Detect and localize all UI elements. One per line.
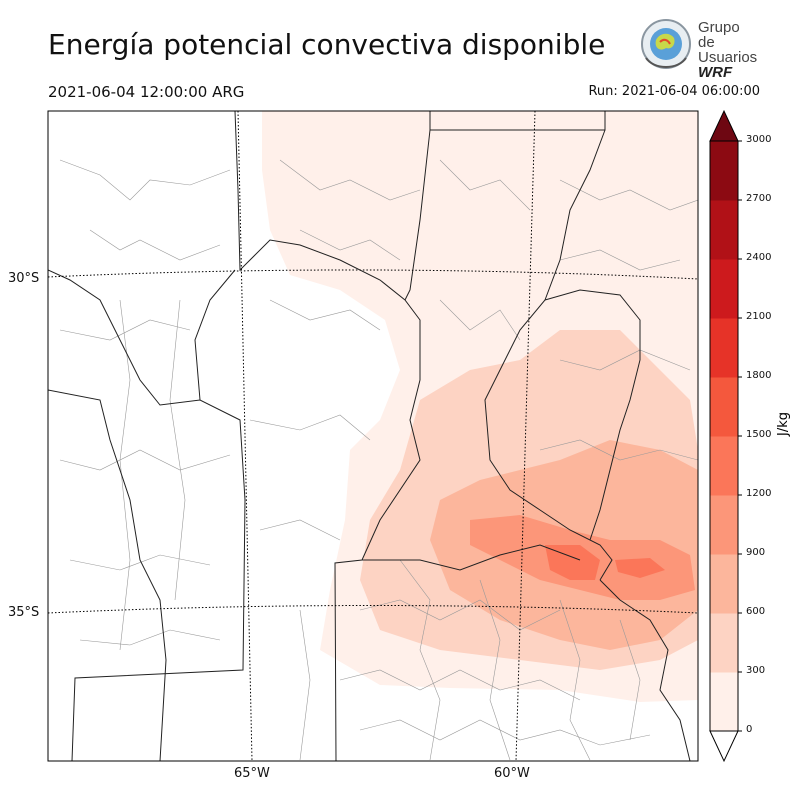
logo-line-2: Usuarios (698, 49, 758, 66)
valid-time: 2021-06-04 12:00:00 ARG (48, 83, 245, 101)
logo: Grupo de Usuarios WRF (638, 18, 758, 80)
department-lines (59, 159, 698, 761)
colorbar-extend-max (709, 109, 739, 142)
colorbar-tick-label: 300 (746, 665, 766, 676)
colorbar-segment (710, 554, 738, 614)
province-lines (48, 111, 691, 761)
colorbar-tick-label: 1200 (746, 488, 772, 499)
colorbar-tick-label: 3000 (746, 134, 772, 145)
page-title: Energía potencial convectiva disponible (48, 28, 606, 61)
colorbar-tick-label: 1800 (746, 370, 772, 381)
lat-label-35s: 35°S (8, 605, 40, 620)
colorbar-tick-label: 0 (746, 724, 753, 735)
run-time: Run: 2021-06-04 06:00:00 (588, 84, 760, 99)
colorbar-segment (710, 377, 738, 437)
colorbar-segment (710, 141, 738, 201)
colorbar-segment (710, 672, 738, 732)
lat-label-30s: 30°S (8, 271, 40, 286)
colorbar-segment (710, 200, 738, 260)
colorbar-unit-label: J/kg (776, 412, 791, 436)
globe-logo-icon (641, 19, 691, 69)
colorbar-segment (710, 436, 738, 496)
colorbar-tick-label: 1500 (746, 429, 772, 440)
colorbar (709, 109, 742, 763)
map-frame (47, 110, 699, 762)
colorbar-segment (710, 495, 738, 555)
logo-line-1: Grupo de (698, 19, 740, 51)
colorbar-segment (710, 259, 738, 319)
colorbar-tick-label: 900 (746, 547, 766, 558)
logo-text: Grupo de Usuarios WRF (698, 20, 758, 80)
logo-line-3: WRF (698, 64, 733, 81)
colorbar-tick-label: 600 (746, 606, 766, 617)
colorbar-tick-label: 2700 (746, 193, 772, 204)
cape-level-4 (545, 545, 665, 580)
colorbar-extend-min (709, 730, 739, 763)
boundaries (48, 111, 698, 761)
lon-label-65w: 65°W (234, 766, 270, 781)
colorbar-segment (710, 613, 738, 673)
colorbar-segment (710, 318, 738, 378)
colorbar-tick-label: 2100 (746, 311, 772, 322)
lon-label-60w: 60°W (494, 766, 530, 781)
cape-field (48, 111, 698, 761)
colorbar-tick-label: 2400 (746, 252, 772, 263)
graticule (48, 111, 698, 761)
